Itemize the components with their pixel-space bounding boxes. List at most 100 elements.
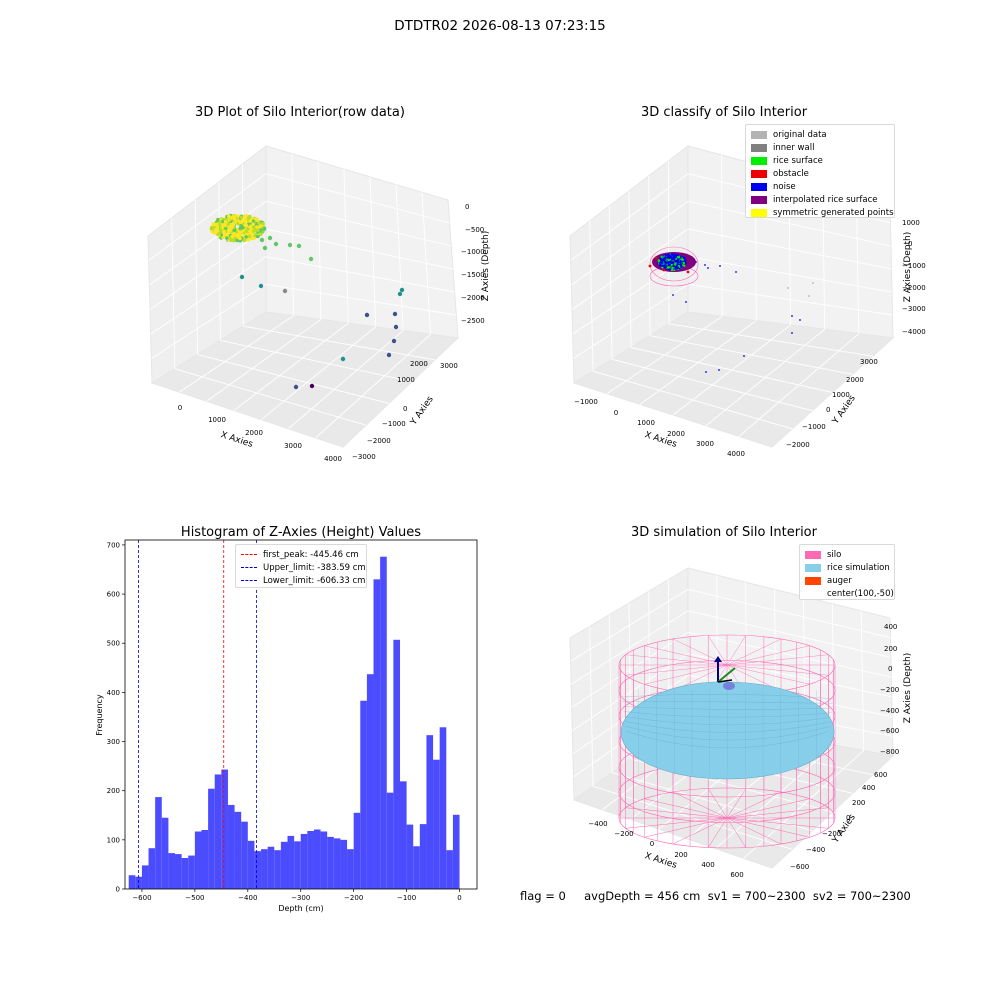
- noise-point: [791, 332, 793, 334]
- z-tick: 0: [908, 240, 912, 248]
- grid-line: [179, 315, 294, 393]
- legend-item-inner-wall: inner wall: [751, 141, 889, 154]
- data-point: [217, 232, 221, 236]
- data-point: [223, 220, 228, 224]
- legend-label: noise: [773, 181, 796, 192]
- silo-floor-spoke: [707, 817, 728, 848]
- silo-top-spoke: [625, 664, 728, 676]
- noise-point: [705, 371, 707, 373]
- x-tick-label: −100: [397, 894, 416, 902]
- z-tick: 200: [884, 645, 897, 653]
- histogram-bar: [446, 850, 453, 889]
- legend-item-noise: noise: [751, 180, 889, 193]
- classify-z-ticks: 1000 0 −1000 −2000 −3000 −4000: [902, 219, 926, 336]
- noise-point: [791, 315, 793, 317]
- data-point: [262, 245, 268, 251]
- rice-mesh-line: [621, 693, 834, 699]
- y-tick: −200: [822, 830, 841, 838]
- status-footer: flag = 0 avgDepth = 456 cm sv1 = 700~230…: [520, 889, 911, 903]
- histogram-bar: [161, 817, 169, 889]
- grid-line: [571, 228, 689, 310]
- histogram-bar: [168, 853, 176, 889]
- data-point: [667, 266, 670, 269]
- data-point: [670, 263, 673, 267]
- histogram-bar: [241, 821, 248, 889]
- rice-mesh-line: [625, 726, 830, 741]
- legend-label: rice surface: [773, 155, 823, 166]
- histogram-bar: [194, 831, 202, 889]
- grid-line: [265, 283, 457, 316]
- y-tick-label: 700: [107, 541, 120, 549]
- y-tick: 1000: [397, 376, 415, 384]
- grid-line: [570, 173, 689, 261]
- data-point: [677, 256, 681, 259]
- data-point: [386, 352, 392, 358]
- raw-ylabel: Y Axies: [408, 394, 436, 427]
- z-tick: 400: [884, 623, 897, 631]
- data-point: [258, 283, 264, 289]
- data-point: [235, 238, 239, 243]
- z-tick: −800: [880, 748, 899, 756]
- histogram-bar: [181, 858, 189, 889]
- grid-line: [687, 200, 892, 247]
- original-point: [812, 282, 814, 284]
- data-point: [259, 228, 263, 232]
- grid-line: [265, 228, 454, 270]
- noise-point: [735, 271, 737, 273]
- y-tick: 2000: [846, 376, 864, 384]
- noise-point: [799, 319, 801, 321]
- legend-label: original data: [773, 129, 827, 140]
- grid-line: [571, 200, 689, 286]
- z-tick: −200: [880, 686, 899, 694]
- data-point: [660, 255, 663, 259]
- grid-line: [174, 368, 367, 426]
- x-tick: 0: [178, 404, 182, 412]
- x-tick: 1000: [208, 416, 226, 424]
- figure-suptitle: DTDTR02 2026-08-13 07:23:15: [394, 18, 606, 34]
- grid-line: [150, 256, 267, 335]
- data-point: [216, 217, 220, 222]
- histogram-bars: [128, 556, 460, 889]
- histogram-bar: [399, 781, 407, 889]
- data-point: [246, 237, 251, 242]
- histogram-title: Histogram of Z-Axies (Height) Values: [181, 525, 421, 540]
- histogram-xlabel: Depth (cm): [278, 904, 323, 913]
- x-tick: 400: [701, 861, 714, 869]
- grid-line: [288, 330, 404, 430]
- x-tick: −400: [588, 820, 607, 828]
- grid-line: [571, 631, 689, 708]
- silo-floor-spoke: [625, 817, 728, 829]
- data-point: [660, 257, 663, 261]
- histogram-bar: [433, 759, 440, 889]
- data-point: [221, 222, 225, 227]
- grid-line: [206, 319, 322, 402]
- x-tick: 3000: [696, 440, 714, 448]
- y-tick-label: 300: [107, 738, 120, 746]
- grid-line: [243, 325, 436, 361]
- data-point: [679, 256, 682, 259]
- data-point: [674, 265, 677, 269]
- histogram-ylabel: Frequency: [95, 694, 104, 736]
- silo-top-spoke: [708, 635, 728, 666]
- histogram-bar: [452, 814, 460, 889]
- histogram-legend: first_peak: -445.46 cm Upper_limit: -383…: [235, 544, 367, 588]
- legend-item-center: center(100,-50): [805, 587, 894, 600]
- grid-line: [573, 283, 689, 359]
- data-point: [252, 236, 257, 240]
- data-point: [671, 256, 674, 259]
- data-point: [664, 262, 667, 265]
- silo-top-spoke: [726, 635, 746, 666]
- legend-item-rice-simulation: rice simulation: [805, 561, 890, 574]
- legend-label: silo: [827, 549, 842, 560]
- legend-item-first-peak: first_peak: -445.46 cm: [241, 548, 361, 561]
- y-tick: 0: [826, 406, 830, 414]
- data-point: [231, 222, 236, 227]
- data-point: [251, 222, 255, 227]
- legend-label: inner wall: [773, 142, 815, 153]
- data-point: [673, 256, 676, 259]
- x-tick: 0: [650, 840, 654, 848]
- original-point: [808, 295, 810, 297]
- grid-line: [265, 173, 450, 224]
- silo-top-spoke: [726, 664, 829, 676]
- grid-line: [687, 228, 892, 270]
